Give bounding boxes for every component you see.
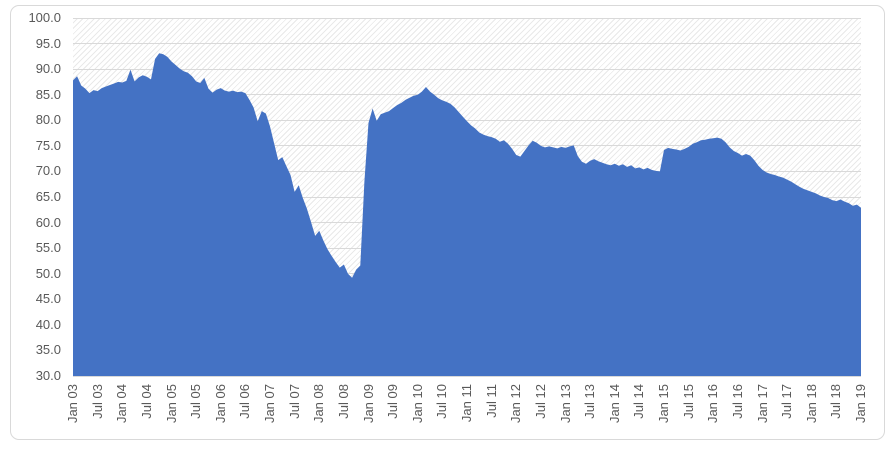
area-series (73, 53, 861, 376)
x-tick-label: Jan 17 (754, 384, 770, 424)
x-tick-label: Jul 17 (779, 384, 795, 419)
y-tick-label: 55.0 (35, 240, 61, 256)
x-tick-label: Jan 13 (557, 384, 573, 424)
x-tick-label: Jan 04 (114, 384, 130, 424)
x-tick-label: Jul 13 (582, 384, 598, 419)
x-tick-label: Jul 09 (385, 384, 401, 419)
x-tick-label: Jan 19 (853, 384, 868, 424)
x-tick-label: Jul 16 (729, 384, 745, 419)
gridline (73, 375, 861, 377)
gridline (73, 17, 861, 19)
x-tick-label: Jan 08 (311, 384, 327, 424)
x-tick-label: Jul 15 (680, 384, 696, 419)
x-tick-label: Jul 08 (335, 384, 351, 419)
gridline (73, 43, 861, 45)
x-tick-label: Jan 16 (705, 384, 721, 424)
x-tick-label: Jul 06 (237, 384, 253, 419)
x-tick-label: Jul 04 (138, 384, 154, 419)
x-tick-label: Jan 05 (163, 384, 179, 424)
x-tick-label: Jul 10 (434, 384, 450, 419)
x-tick-label: Jul 12 (532, 384, 548, 419)
x-tick-label: Jan 09 (360, 384, 376, 424)
gridline (73, 119, 861, 121)
x-tick-label: Jan 12 (508, 384, 524, 424)
x-tick-label: Jul 07 (286, 384, 302, 419)
gridline (73, 94, 861, 96)
y-tick-label: 75.0 (35, 137, 61, 153)
y-tick-label: 90.0 (35, 61, 61, 77)
x-tick-label: Jan 07 (262, 384, 277, 424)
y-tick-label: 85.0 (35, 86, 61, 102)
y-tick-label: 65.0 (35, 189, 61, 204)
y-tick-label: 95.0 (35, 35, 61, 51)
x-tick-label: Jan 03 (65, 384, 80, 424)
x-tick-label: Jan 11 (459, 384, 474, 423)
x-axis: Jan 03 Jul 03 Jan 04 Jul 04 Jan 05 Jul 05 Jan … (65, 380, 868, 435)
plot-area (73, 17, 861, 377)
chart-frame: 100.0 95.0 90.0 85.0 80.0 75.0 70.0 65.0 60.0 55.… (10, 5, 885, 440)
x-tick-label: Jul 03 (89, 384, 105, 419)
x-tick-label: Jan 10 (409, 384, 425, 424)
x-tick-label: Jul 18 (828, 384, 844, 419)
x-tick-label: Jan 15 (656, 384, 671, 424)
y-tick-label: 45.0 (35, 291, 61, 307)
y-tick-label: 80.0 (35, 112, 61, 128)
x-tick-label: Jul 11 (483, 384, 499, 418)
x-tick-label: Jul 14 (631, 384, 647, 419)
y-axis: 100.0 95.0 90.0 85.0 80.0 75.0 70.0 65.0 60.0 55.… (11, 11, 67, 383)
y-tick-label: 30.0 (35, 368, 61, 383)
y-tick-label: 100.0 (28, 10, 61, 25)
x-tick-label: Jul 05 (188, 384, 204, 419)
y-tick-label: 35.0 (35, 342, 61, 358)
y-tick-label: 70.0 (35, 163, 61, 179)
x-tick-label: Jan 06 (212, 384, 228, 424)
y-tick-label: 40.0 (35, 316, 61, 332)
y-tick-label: 50.0 (35, 265, 61, 281)
x-tick-label: Jan 18 (803, 384, 819, 424)
y-tick-label: 60.0 (35, 214, 61, 230)
x-tick-label: Jan 14 (606, 384, 622, 424)
gridline (73, 68, 861, 70)
